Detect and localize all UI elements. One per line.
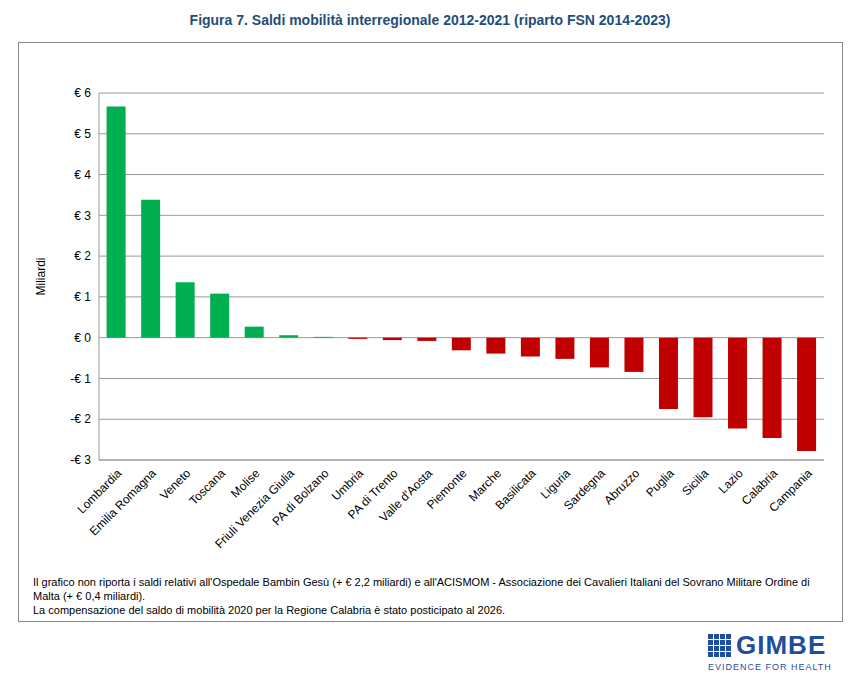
svg-text:Calabria: Calabria xyxy=(738,466,781,508)
svg-text:PA di Bolzano: PA di Bolzano xyxy=(269,466,331,528)
svg-text:Miliardi: Miliardi xyxy=(34,257,48,295)
svg-text:Abruzzo: Abruzzo xyxy=(601,466,642,507)
html-text:La compensazione del saldo di: La compensazione del saldo di mobilità 2… xyxy=(33,604,506,616)
svg-text:€ 5: € 5 xyxy=(74,127,91,141)
svg-text:Emilia Romagna: Emilia Romagna xyxy=(87,466,159,538)
svg-text:Sicilia: Sicilia xyxy=(679,466,711,498)
svg-text:€ 6: € 6 xyxy=(74,86,91,100)
svg-text:PA di Trento: PA di Trento xyxy=(345,466,401,522)
svg-text:Valle d'Aosta: Valle d'Aosta xyxy=(377,466,436,525)
svg-text:Friuli Venezia Giulia: Friuli Venezia Giulia xyxy=(212,466,297,552)
html-text:Figura 7. Saldi mobilità inter: Figura 7. Saldi mobilità interregionale … xyxy=(189,12,671,28)
html-text:GIMBE: GIMBE xyxy=(736,630,827,660)
svg-text:Piemonte: Piemonte xyxy=(424,466,470,512)
svg-text:Toscana: Toscana xyxy=(186,466,228,508)
svg-text:Campania: Campania xyxy=(766,466,815,515)
svg-text:Umbria: Umbria xyxy=(328,466,367,504)
svg-text:Marche: Marche xyxy=(466,466,505,505)
html-text:EVIDENCE FOR HEALTH: EVIDENCE FOR HEALTH xyxy=(708,662,832,672)
svg-text:€ 4: € 4 xyxy=(74,168,91,182)
svg-text:€ 1: € 1 xyxy=(74,290,91,304)
svg-text:-€ 2: -€ 2 xyxy=(70,412,91,426)
html-text:Il grafico non riporta i saldi: Il grafico non riporta i saldi relativi … xyxy=(33,576,810,602)
svg-text:Veneto: Veneto xyxy=(157,466,194,503)
svg-text:Lazio: Lazio xyxy=(716,466,746,496)
svg-text:Lombardia: Lombardia xyxy=(74,466,125,517)
svg-text:-€ 3: -€ 3 xyxy=(70,453,91,467)
svg-text:Liguria: Liguria xyxy=(537,466,574,502)
svg-text:Basilicata: Basilicata xyxy=(492,466,538,512)
svg-text:Puglia: Puglia xyxy=(643,466,677,500)
svg-text:€ 2: € 2 xyxy=(74,249,91,263)
svg-text:Molise: Molise xyxy=(228,466,263,501)
svg-text:€ 0: € 0 xyxy=(74,331,91,345)
svg-text:€ 3: € 3 xyxy=(74,209,91,223)
svg-text:-€ 1: -€ 1 xyxy=(70,372,91,386)
svg-text:Sardegna: Sardegna xyxy=(561,466,608,513)
